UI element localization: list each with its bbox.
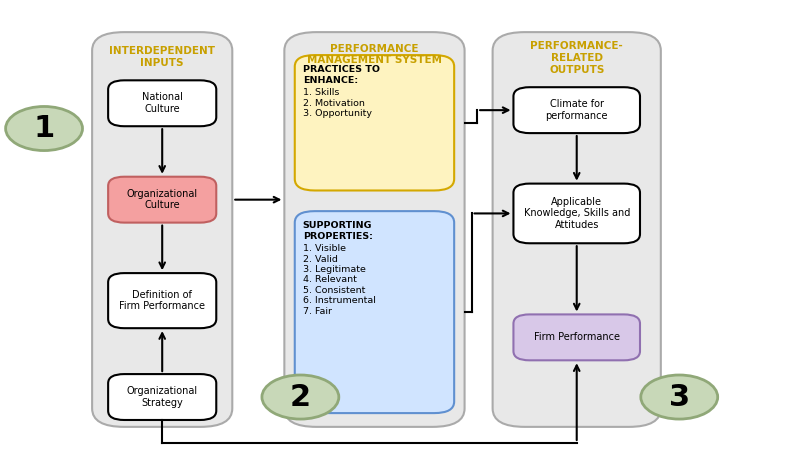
Text: 3: 3 [669,382,690,412]
Text: 2: 2 [290,382,311,412]
FancyBboxPatch shape [284,32,465,427]
FancyBboxPatch shape [513,184,640,243]
FancyBboxPatch shape [493,32,661,427]
FancyBboxPatch shape [295,211,454,413]
Circle shape [262,375,339,419]
FancyBboxPatch shape [513,314,640,360]
Text: PRACTICES TO
ENHANCE:: PRACTICES TO ENHANCE: [303,65,380,84]
Text: 1. Skills
2. Motivation
3. Opportunity: 1. Skills 2. Motivation 3. Opportunity [303,88,372,118]
Text: Applicable
Knowledge, Skills and
Attitudes: Applicable Knowledge, Skills and Attitud… [524,197,630,230]
FancyBboxPatch shape [295,55,454,190]
Text: Firm Performance: Firm Performance [533,332,620,342]
FancyBboxPatch shape [108,80,216,126]
Circle shape [641,375,718,419]
Text: Organizational
Culture: Organizational Culture [127,189,198,211]
Text: Definition of
Firm Performance: Definition of Firm Performance [119,290,205,312]
Text: 1: 1 [34,114,54,143]
FancyBboxPatch shape [108,374,216,420]
Text: Organizational
Strategy: Organizational Strategy [127,386,198,408]
FancyBboxPatch shape [108,177,216,223]
Text: 1. Visible
2. Valid
3. Legitimate
4. Relevant
5. Consistent
6. Instrumental
7. F: 1. Visible 2. Valid 3. Legitimate 4. Rel… [303,244,376,316]
Text: National
Culture: National Culture [142,92,183,114]
FancyBboxPatch shape [92,32,232,427]
Circle shape [6,106,83,151]
Text: Climate for
performance: Climate for performance [545,99,608,121]
Text: SUPPORTING
PROPERTIES:: SUPPORTING PROPERTIES: [303,221,372,241]
Text: PERFORMANCE-
RELATED
OUTPUTS: PERFORMANCE- RELATED OUTPUTS [530,41,623,74]
Text: PERFORMANCE
MANAGEMENT SYSTEM: PERFORMANCE MANAGEMENT SYSTEM [307,44,442,65]
FancyBboxPatch shape [108,273,216,328]
Text: INTERDEPENDENT
INPUTS: INTERDEPENDENT INPUTS [109,46,215,67]
FancyBboxPatch shape [513,87,640,133]
